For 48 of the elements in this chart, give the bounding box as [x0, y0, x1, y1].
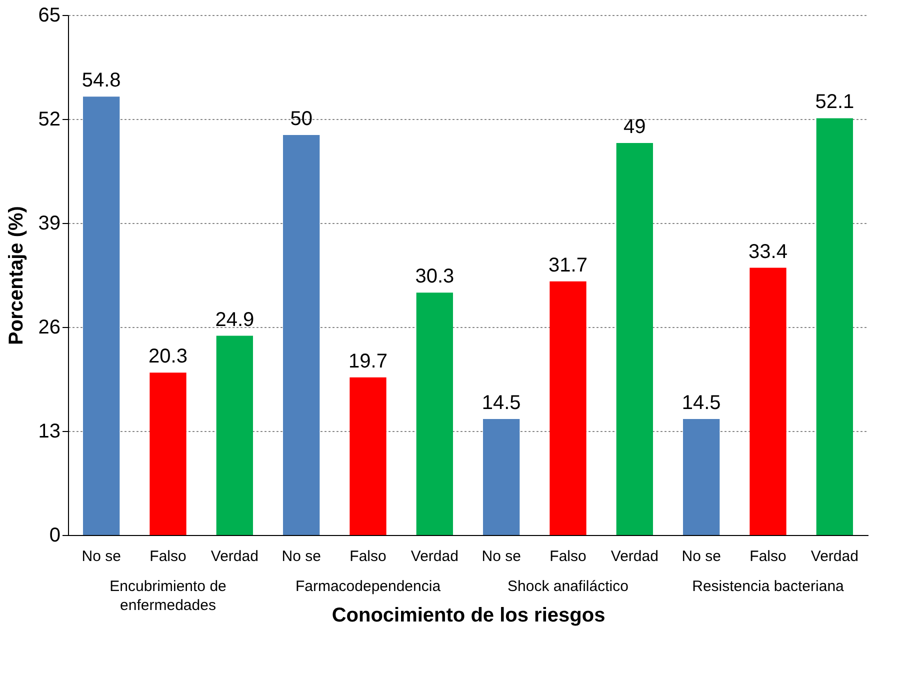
bar: [816, 118, 853, 535]
y-tick-label: 39: [38, 212, 60, 234]
data-label: 49: [624, 116, 646, 138]
data-label: 33.4: [748, 240, 788, 263]
series-label: Verdad: [210, 548, 258, 565]
bar: [616, 143, 653, 535]
bar: [550, 281, 586, 535]
x-axis-title: Conocimiento de los riesgos: [332, 604, 606, 626]
data-label: 14.5: [482, 392, 521, 414]
text: No se: [482, 548, 521, 565]
text: Falso: [750, 548, 786, 565]
x-tick-label: Shock anafiláctico: [508, 578, 628, 595]
data-label: 52.1: [815, 91, 854, 114]
series-label: Falso: [150, 548, 186, 565]
text: Falso: [350, 548, 386, 565]
data-label: 54.8: [82, 70, 121, 92]
data-label: 14.5: [682, 392, 721, 414]
text: Verdad: [610, 548, 658, 565]
x-tick-label: Resistencia bacteriana: [692, 578, 845, 595]
y-tick-label: 0: [49, 524, 60, 546]
bar: [483, 419, 520, 535]
data-label: 50: [290, 108, 312, 130]
series-label: No se: [82, 548, 121, 565]
bar: [283, 135, 320, 535]
data-label: 30.3: [415, 266, 454, 288]
y-tick-label: 26: [38, 316, 60, 338]
data-label: 24.9: [215, 308, 254, 331]
y-tick-label: 52: [38, 108, 60, 130]
text: No se: [282, 548, 321, 565]
y-tick-label: 65: [38, 4, 60, 26]
text: Verdad: [810, 548, 858, 565]
data-label: 31.7: [548, 254, 588, 276]
y-axis-title: Porcentaje (%): [5, 206, 28, 345]
text: Verdad: [410, 548, 458, 565]
bar: [216, 336, 253, 535]
y-tick-label: 13: [38, 420, 60, 442]
bar: [683, 419, 720, 535]
data-label: 19.7: [348, 350, 388, 372]
bar: [150, 372, 186, 535]
text: Falso: [550, 548, 586, 565]
data-label: 20.3: [148, 346, 188, 368]
text: No se: [682, 548, 721, 565]
bar: [416, 292, 453, 535]
bar: [350, 377, 386, 535]
bar: [83, 96, 120, 535]
x-tick-label: Farmacodependencia: [295, 578, 442, 595]
bar: [750, 268, 786, 535]
x-tick-label: Encubrimiento de enfermedades: [110, 578, 226, 614]
